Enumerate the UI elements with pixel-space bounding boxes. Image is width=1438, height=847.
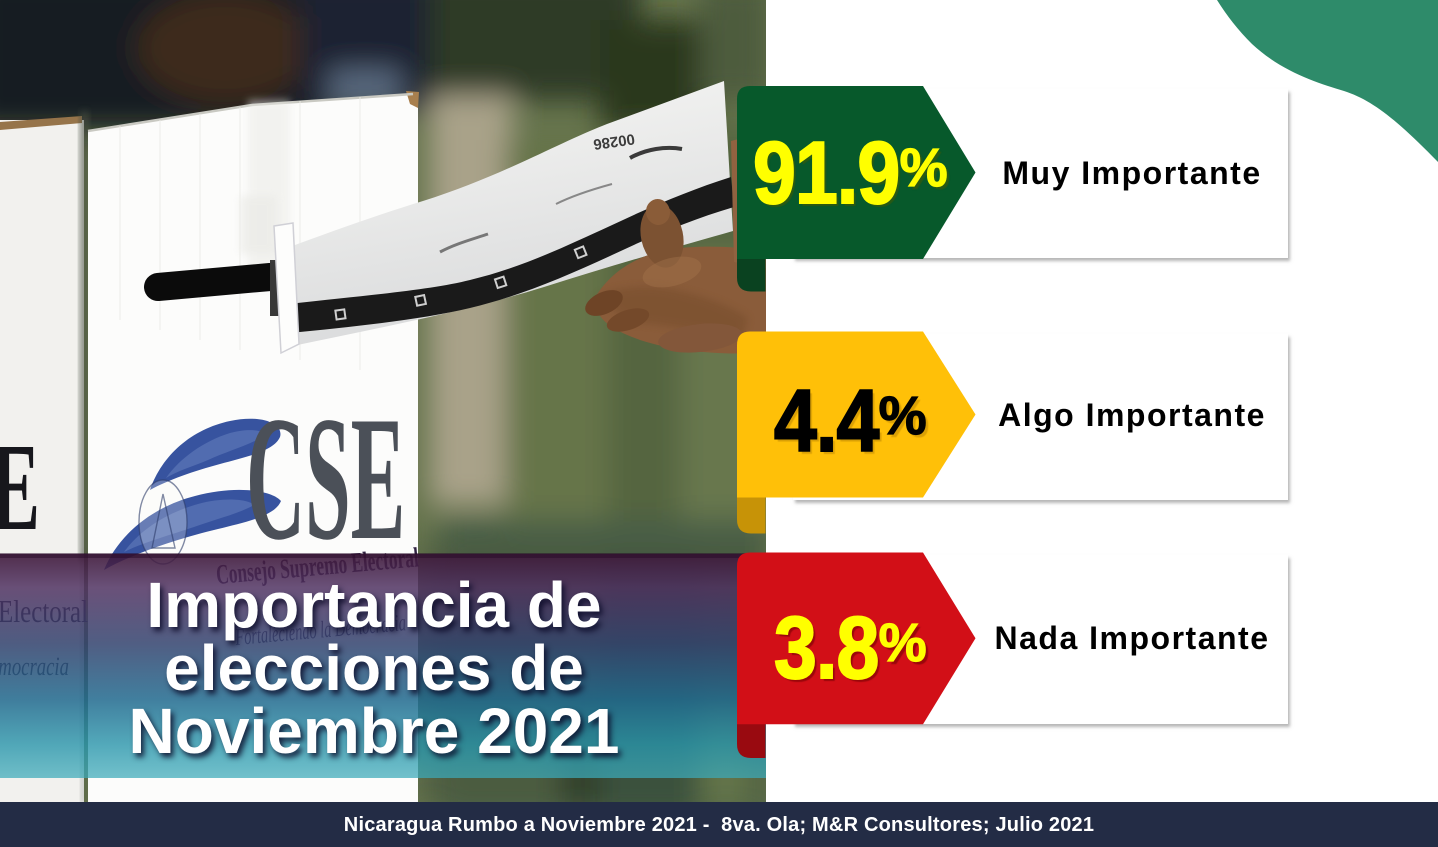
svg-text:CSE: CSE bbox=[246, 380, 405, 577]
svg-text:00286: 00286 bbox=[592, 130, 636, 153]
svg-text:E: E bbox=[0, 419, 40, 557]
